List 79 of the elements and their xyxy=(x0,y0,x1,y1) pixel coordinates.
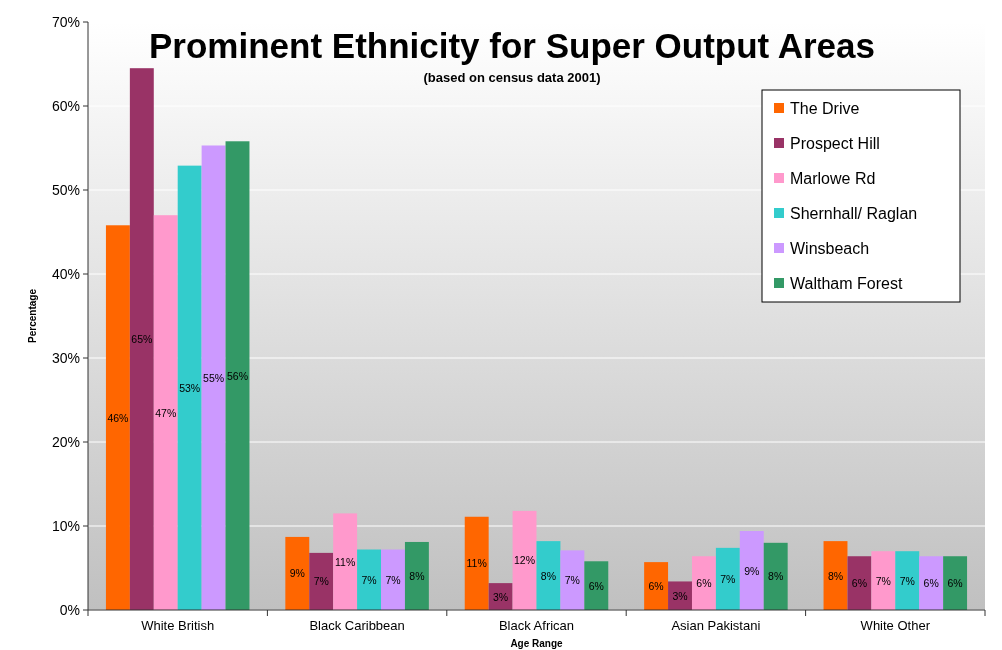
data-label: 7% xyxy=(385,573,401,586)
y-tick-label: 60% xyxy=(51,98,80,114)
data-label: 7% xyxy=(361,573,377,586)
bar xyxy=(404,541,429,610)
data-label: 9% xyxy=(744,564,760,577)
data-label: 7% xyxy=(313,575,329,588)
bar xyxy=(691,556,716,610)
data-label: 3% xyxy=(493,590,509,603)
data-label: 11% xyxy=(335,555,356,568)
bar xyxy=(847,556,872,610)
bar xyxy=(129,68,154,610)
bar xyxy=(105,225,130,610)
legend-label: Marlowe Rd xyxy=(790,170,876,187)
data-label: 6% xyxy=(851,577,868,590)
data-label: 7% xyxy=(720,572,736,585)
bar xyxy=(357,549,382,610)
x-axis-title: Age Range xyxy=(510,638,564,649)
bar xyxy=(201,145,226,610)
bar xyxy=(560,550,585,610)
data-label: 6% xyxy=(947,577,963,590)
data-label: 55% xyxy=(203,371,225,384)
data-label: 9% xyxy=(289,567,305,580)
bar xyxy=(381,549,405,610)
bar xyxy=(285,536,310,610)
legend-label: Waltham Forest xyxy=(790,275,903,292)
bar xyxy=(919,556,944,610)
data-label: 8% xyxy=(768,570,784,583)
data-label: 47% xyxy=(155,406,177,419)
data-label: 8% xyxy=(409,569,425,582)
bar xyxy=(715,547,740,610)
x-tick-label: White British xyxy=(141,618,215,633)
legend-label: Prospect Hill xyxy=(790,135,880,152)
y-tick-label: 0% xyxy=(59,602,80,618)
bar xyxy=(584,561,609,610)
bar xyxy=(512,510,537,610)
bar xyxy=(225,141,250,610)
data-label: 53% xyxy=(179,381,201,394)
data-label: 3% xyxy=(672,589,688,602)
x-tick-label: Black African xyxy=(498,618,575,633)
x-tick-label: Black Caribbean xyxy=(309,618,405,633)
bar xyxy=(333,513,358,610)
y-tick-label: 70% xyxy=(51,14,80,30)
data-label: 65% xyxy=(131,333,153,346)
data-label: 6% xyxy=(588,579,604,592)
bar xyxy=(943,556,968,610)
x-tick-label: Asian Pakistani xyxy=(671,618,761,633)
data-label: 7% xyxy=(564,574,580,587)
bar xyxy=(895,551,920,610)
y-tick-label: 20% xyxy=(51,434,80,450)
text: (based on census data 2001) xyxy=(423,70,601,85)
bar xyxy=(153,215,178,610)
data-label: 7% xyxy=(875,574,891,587)
data-label: 46% xyxy=(107,411,129,424)
bar xyxy=(464,516,489,610)
y-tick-label: 50% xyxy=(51,182,80,198)
bar xyxy=(871,551,896,610)
bar xyxy=(763,542,788,610)
x-tick-label: White Other xyxy=(860,618,931,633)
data-label: 6% xyxy=(648,580,664,593)
data-label: 12% xyxy=(514,554,536,567)
y-axis-title: Percentage xyxy=(27,288,38,343)
chart-title: Prominent Ethnicity for Super Output Areas xyxy=(149,26,875,65)
bar xyxy=(739,531,764,610)
y-tick-label: 10% xyxy=(51,518,80,534)
data-label: 11% xyxy=(466,557,487,570)
bar xyxy=(177,165,202,610)
data-label: 6% xyxy=(696,577,712,590)
legend-label: Shernhall/ Raglan xyxy=(790,205,918,222)
y-tick-label: 30% xyxy=(51,350,80,366)
legend-label: Winsbeach xyxy=(790,240,870,257)
legend-label: The Drive xyxy=(790,100,860,117)
y-tick-label: 40% xyxy=(51,266,80,282)
bar xyxy=(644,562,669,610)
data-label: 7% xyxy=(899,574,915,587)
data-label: 6% xyxy=(923,577,939,590)
data-label: 56% xyxy=(226,369,249,382)
bar xyxy=(309,552,334,610)
data-label: 8% xyxy=(540,569,557,582)
data-label: 8% xyxy=(827,569,844,582)
